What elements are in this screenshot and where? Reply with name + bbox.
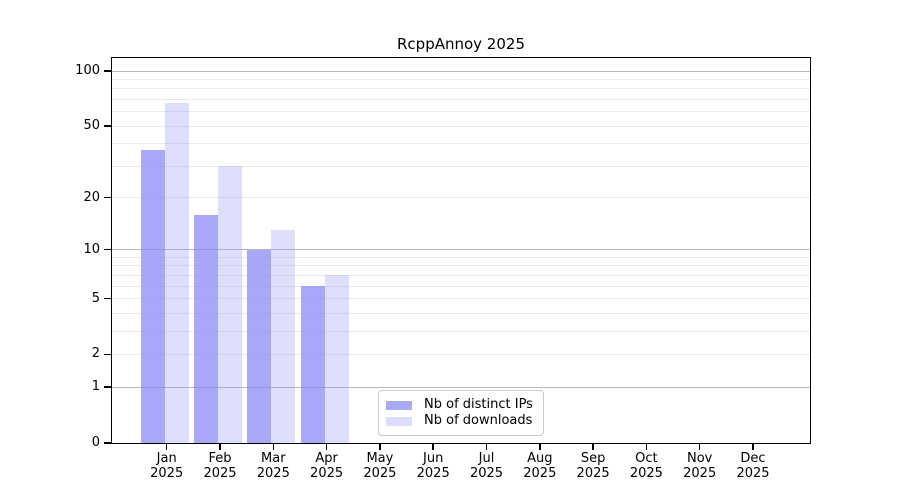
bar-downloads (218, 166, 242, 443)
y-tick-label: 100 (75, 63, 100, 78)
bar-downloads (324, 275, 349, 443)
x-axis-tick (752, 444, 754, 450)
x-tick-label: Jul 2025 (469, 451, 504, 481)
bar-downloads (271, 230, 296, 443)
legend-swatch-distinct-ips (386, 400, 412, 410)
x-axis-tick (698, 444, 701, 450)
y-axis-tick (104, 353, 112, 356)
gridline-minor (112, 111, 810, 113)
gridline-minor (112, 165, 810, 167)
gridline-major (112, 249, 810, 251)
legend-label-distinct-ips: Nb of distinct IPs (424, 397, 533, 412)
x-tick-label: Jan 2025 (150, 451, 184, 481)
y-tick-label: 5 (91, 290, 100, 306)
bar-downloads (164, 102, 189, 443)
gridline-minor (112, 274, 810, 276)
legend-item-downloads: Nb of downloads (386, 413, 535, 429)
x-axis-tick (592, 444, 594, 450)
x-axis-tick (485, 444, 488, 450)
y-axis-tick (104, 70, 112, 72)
y-tick-label: 20 (83, 189, 100, 205)
x-tick-label: Aug 2025 (523, 451, 557, 481)
x-axis-tick (272, 444, 275, 450)
gridline-minor (112, 88, 810, 90)
gridline-minor (112, 353, 810, 355)
legend-label-downloads: Nb of downloads (424, 413, 533, 428)
gridline-minor (112, 330, 810, 332)
gridline-minor (112, 143, 810, 145)
gridline-minor (112, 197, 810, 199)
plot-area-border (111, 57, 811, 444)
x-tick-label: Oct 2025 (629, 451, 663, 481)
x-axis-tick (165, 444, 168, 450)
y-axis-tick (104, 442, 112, 444)
x-tick-label: Dec 2025 (736, 451, 770, 481)
bar-distinct-ips (300, 286, 325, 443)
y-tick-label: 50 (83, 118, 100, 134)
x-tick-label: Mar 2025 (256, 451, 290, 481)
gridline-major (112, 386, 810, 388)
y-axis-tick (104, 386, 112, 388)
y-axis-tick (104, 196, 112, 199)
bar-distinct-ips (247, 249, 272, 443)
x-tick-label: Apr 2025 (310, 451, 344, 481)
x-axis-tick (379, 444, 381, 450)
gridline-minor (112, 285, 810, 287)
x-axis-tick (539, 444, 541, 450)
x-axis-tick (219, 444, 221, 450)
x-axis-tick (645, 444, 648, 450)
gridline-minor (112, 256, 810, 258)
legend-item-distinct-ips: Nb of distinct IPs (386, 397, 535, 413)
y-tick-label: 2 (91, 346, 100, 362)
y-tick-label: 1 (91, 379, 100, 395)
gridline-major (112, 70, 810, 72)
x-tick-label: Jun 2025 (416, 451, 450, 481)
x-tick-label: Sep 2025 (576, 451, 610, 481)
gridline-minor (112, 298, 810, 300)
gridline-minor (112, 98, 810, 100)
gridline-minor (112, 78, 810, 80)
legend-swatch-downloads (386, 416, 412, 426)
legend: Nb of distinct IPs Nb of downloads (378, 390, 544, 436)
x-tick-label: May 2025 (363, 451, 397, 481)
bar-distinct-ips (140, 149, 165, 443)
gridline-minor (112, 265, 810, 267)
gridline-minor (112, 312, 810, 314)
y-axis-tick (104, 248, 112, 251)
x-tick-label: Feb 2025 (203, 451, 237, 481)
y-axis-tick (104, 297, 112, 300)
y-tick-label: 0 (91, 435, 100, 450)
chart-title: RcppAnnoy 2025 (397, 35, 525, 53)
x-axis-tick (432, 444, 434, 450)
y-tick-label: 10 (83, 241, 100, 257)
x-axis-tick (325, 444, 328, 450)
x-tick-label: Nov 2025 (683, 451, 717, 481)
y-axis-tick (104, 125, 112, 127)
gridline-minor (112, 125, 810, 127)
bar-distinct-ips (194, 214, 218, 443)
